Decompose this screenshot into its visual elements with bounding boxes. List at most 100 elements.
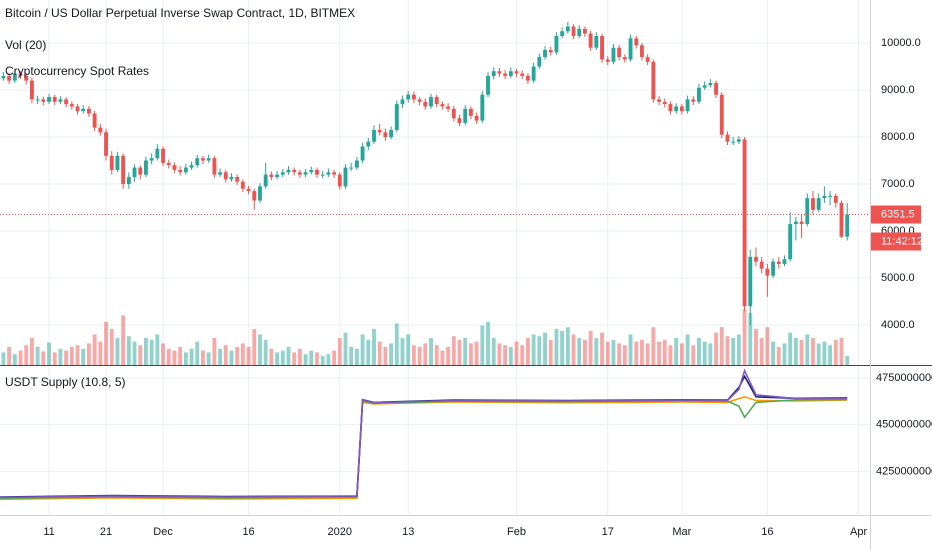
volume-bar xyxy=(736,334,741,365)
candle-body xyxy=(417,99,422,102)
volume-bar xyxy=(451,336,456,365)
volume-bar xyxy=(657,341,661,365)
candle-body xyxy=(218,172,223,175)
candle-body xyxy=(354,160,359,168)
candle-body xyxy=(594,35,599,48)
candle-body xyxy=(600,35,604,60)
volume-bar xyxy=(554,329,559,365)
volume-bar xyxy=(508,347,513,365)
x-tick-label: 13 xyxy=(402,526,414,538)
volume-bar xyxy=(332,350,337,365)
candle-body xyxy=(508,71,513,76)
candle-body xyxy=(565,26,570,32)
candle-body xyxy=(828,195,833,197)
volume-bar xyxy=(833,339,838,365)
candle-body xyxy=(183,167,188,173)
candle-body xyxy=(634,38,639,46)
candle-body xyxy=(286,169,291,173)
candle-body xyxy=(360,146,365,161)
x-tick-label: Feb xyxy=(507,526,526,538)
candle-body xyxy=(491,71,496,76)
candle-body xyxy=(58,99,63,102)
candle-body xyxy=(651,61,656,100)
volume-bar xyxy=(434,345,439,365)
y-tick-label: 5000.0 xyxy=(881,272,915,284)
volume-bar xyxy=(394,323,399,365)
candle-body xyxy=(839,202,844,237)
volume-bar xyxy=(349,347,354,365)
volume-bar xyxy=(525,338,530,365)
volume-bar xyxy=(52,352,57,365)
candle-body xyxy=(400,99,405,105)
volume-bar xyxy=(1,352,6,365)
volume-bar xyxy=(29,338,34,365)
volume-bar xyxy=(240,343,245,365)
candle-body xyxy=(240,181,245,189)
volume-bar xyxy=(252,329,257,365)
candle-body xyxy=(702,85,707,88)
volume-bar xyxy=(423,343,428,365)
candle-body xyxy=(833,195,838,203)
candle-body xyxy=(126,176,131,185)
candle-body xyxy=(41,99,46,102)
candle-body xyxy=(440,104,445,107)
volume-bar xyxy=(714,332,719,365)
candle-body xyxy=(714,82,719,95)
candle-body xyxy=(640,45,644,58)
volume-bar xyxy=(12,354,17,365)
volume-bar xyxy=(503,345,508,365)
indicator-line xyxy=(0,368,848,499)
candle-body xyxy=(235,176,240,182)
candle-body xyxy=(605,59,610,62)
candle-body xyxy=(275,174,280,177)
x-tick-label: 17 xyxy=(602,526,614,538)
candle-body xyxy=(748,256,753,307)
volume-bar xyxy=(115,338,120,365)
indicator-label: USDT Supply (10.8, 5) xyxy=(5,375,126,389)
volume-bar xyxy=(731,338,736,365)
volume-bar xyxy=(178,347,183,365)
candle-body xyxy=(75,106,80,112)
y-tick-label: 8000.0 xyxy=(881,131,915,143)
volume-bar xyxy=(468,343,473,365)
volume-bar xyxy=(189,348,194,365)
volume-bar xyxy=(201,350,205,365)
candle-body xyxy=(383,132,388,138)
volume-bar xyxy=(771,341,776,365)
candle-body xyxy=(554,35,559,53)
candle-body xyxy=(759,261,764,269)
volume-bar xyxy=(58,348,63,365)
y-tick-label: 7000.0 xyxy=(881,178,915,190)
volume-bar xyxy=(275,352,280,365)
candle-body xyxy=(645,57,650,62)
candle-body xyxy=(104,132,108,156)
chart-title: Bitcoin / US Dollar Perpetual Inverse Sw… xyxy=(5,6,355,20)
candle-body xyxy=(29,80,34,100)
labels: 11 21 Dec 16 2020 13 Feb 17 Mar 16 Apr 4000.0 5000.0… xyxy=(43,37,932,538)
candle-body xyxy=(577,28,582,36)
candle-body xyxy=(195,158,200,166)
volume-bar xyxy=(126,336,131,365)
volume-bar xyxy=(121,315,126,365)
candle-body xyxy=(309,169,314,173)
candle-body xyxy=(799,221,804,224)
volume-bar xyxy=(514,341,519,365)
volume-bar xyxy=(708,343,713,365)
volume-bar xyxy=(520,345,525,365)
volume-bar xyxy=(280,350,285,365)
candle-body xyxy=(372,129,376,142)
volume-bar xyxy=(389,343,394,365)
candle-body xyxy=(12,73,17,81)
candle-body xyxy=(366,141,371,147)
volume-bar xyxy=(600,332,604,365)
indicator-label: Vol (20) xyxy=(5,38,46,52)
volume-bar xyxy=(326,354,331,365)
volume-bar xyxy=(691,345,696,365)
volume-bar xyxy=(92,334,97,365)
candle-body xyxy=(1,75,6,79)
candle-body xyxy=(474,115,479,121)
candle-body xyxy=(332,172,337,175)
volume-bar xyxy=(765,327,770,365)
volume-bar xyxy=(634,341,639,365)
